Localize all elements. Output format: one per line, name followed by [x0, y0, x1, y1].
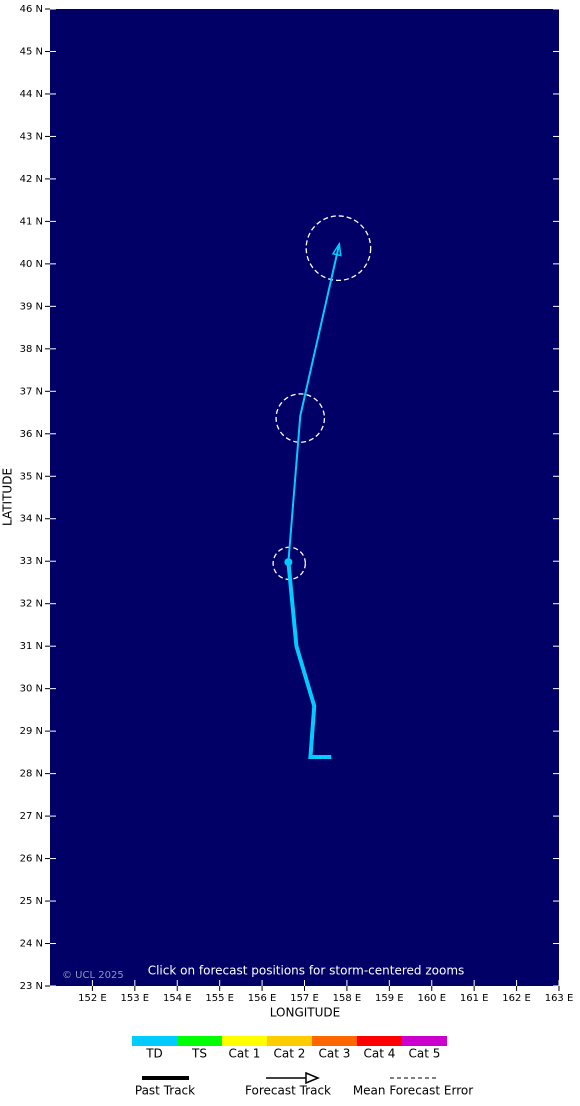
y-tick-label: 37 N [20, 386, 43, 397]
y-tick-label: 43 N [20, 131, 43, 142]
x-axis-label: LONGITUDE [270, 1006, 340, 1020]
y-tick-label: 42 N [20, 174, 43, 185]
x-tick-label: 158 E [333, 993, 362, 1004]
past-track [286, 561, 332, 760]
x-tick-label: 163 E [545, 993, 574, 1004]
legend-label: Past Track [135, 1084, 195, 1098]
forecast-error-circle [275, 393, 326, 443]
y-tick-label: 23 N [20, 981, 43, 992]
y-axis-label: LATITUDE [1, 468, 15, 526]
x-tick-label: 160 E [417, 993, 446, 1004]
y-tick-label: 44 N [20, 89, 43, 100]
y-tick-label: 32 N [20, 599, 43, 610]
forecast-track [287, 243, 341, 563]
y-tick-label: 27 N [20, 811, 43, 822]
category-swatch [402, 1036, 447, 1046]
x-tick-label: 162 E [502, 993, 531, 1004]
y-tick-label: 33 N [20, 556, 43, 567]
category-label: Cat 4 [364, 1047, 396, 1061]
legend-label: Mean Forecast Error [353, 1084, 473, 1098]
y-tick-label: 25 N [20, 896, 43, 907]
y-tick-label: 26 N [20, 854, 43, 865]
y-tick-label: 36 N [20, 429, 43, 440]
category-swatch [267, 1036, 312, 1046]
forecast-arrowhead [331, 241, 342, 257]
category-label: Cat 2 [274, 1047, 306, 1061]
x-tick-label: 155 E [205, 993, 234, 1004]
y-tick-label: 39 N [20, 301, 43, 312]
x-tick-label: 154 E [163, 993, 192, 1004]
y-tick-label: 24 N [20, 939, 43, 950]
y-tick-label: 41 N [20, 216, 43, 227]
x-tick-label: 157 E [290, 993, 319, 1004]
y-tick-label: 30 N [20, 684, 43, 695]
category-label: Cat 3 [319, 1047, 351, 1061]
category-label: Cat 5 [409, 1047, 441, 1061]
y-tick-label: 38 N [20, 344, 43, 355]
category-swatch [357, 1036, 402, 1046]
category-label: TS [191, 1047, 207, 1061]
y-tick-label: 45 N [20, 46, 43, 57]
category-swatch [177, 1036, 222, 1046]
y-tick-label: 31 N [20, 641, 43, 652]
category-swatch [222, 1036, 267, 1046]
x-tick-label: 161 E [460, 993, 489, 1004]
y-tick-label: 40 N [20, 259, 43, 270]
y-tick-label: 46 N [20, 4, 43, 15]
current-position [284, 558, 293, 567]
x-tick-label: 152 E [78, 993, 107, 1004]
category-swatch [132, 1036, 177, 1046]
y-tick-label: 28 N [20, 769, 43, 780]
forecast-error-circle [305, 215, 372, 282]
x-tick-label: 153 E [121, 993, 150, 1004]
annotation: Click on forecast positions for storm-ce… [148, 964, 465, 978]
credit: © UCL 2025 [62, 970, 124, 981]
y-tick-label: 35 N [20, 471, 43, 482]
category-swatch [312, 1036, 357, 1046]
map-background [50, 9, 559, 986]
y-tick-label: 29 N [20, 726, 43, 737]
y-tick-label: 34 N [20, 514, 43, 525]
forecast-track-legend-arrow [305, 1071, 320, 1085]
category-label: TD [145, 1047, 163, 1061]
x-tick-label: 156 E [248, 993, 277, 1004]
legend-label: Forecast Track [245, 1084, 331, 1098]
category-label: Cat 1 [229, 1047, 261, 1061]
x-tick-label: 159 E [375, 993, 404, 1004]
